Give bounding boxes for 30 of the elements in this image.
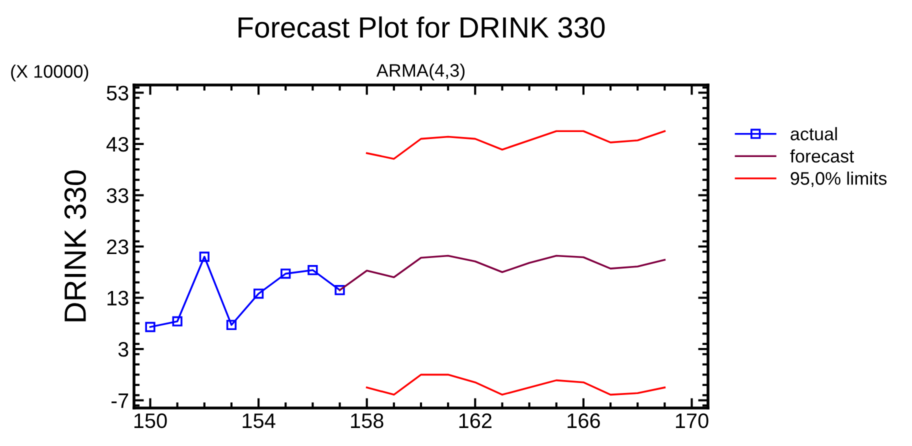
line-series: [366, 374, 666, 396]
y-tick-label: 13: [108, 290, 128, 306]
y-tick-label: 53: [106, 86, 128, 100]
x-tick-label: 162: [459, 413, 492, 428]
y-tick-label: -7: [112, 394, 128, 408]
y-tick-label: 23: [107, 240, 128, 254]
y-tick-label: 3: [118, 342, 128, 357]
legend-label: forecast: [790, 149, 854, 163]
y-tick-label: 33: [106, 188, 128, 203]
chart-subtitle: ARMA(4,3): [376, 64, 465, 80]
x-tick-label: 158: [351, 413, 384, 428]
point: [199, 252, 210, 262]
point: [334, 285, 345, 296]
legend-label: 95,0% limits: [790, 172, 887, 187]
point: [145, 322, 156, 332]
point: [172, 316, 182, 326]
chart-title: Forecast Plot for DRINK 330: [238, 16, 605, 38]
text: (X 10000): [11, 64, 88, 82]
point: [308, 265, 318, 276]
point: [226, 320, 237, 330]
x-tick-label: 154: [242, 414, 276, 428]
point: [280, 268, 291, 279]
x-tick-label: 170: [676, 413, 708, 428]
x-tick-label: 166: [568, 413, 600, 428]
point: [253, 288, 264, 299]
x-tick-label: 150: [134, 413, 167, 428]
legend-label: actual: [790, 127, 837, 140]
y-axis-title: DRINK 330: [64, 170, 86, 322]
y-tick-label: 43: [106, 136, 128, 152]
line-series: [366, 130, 666, 160]
